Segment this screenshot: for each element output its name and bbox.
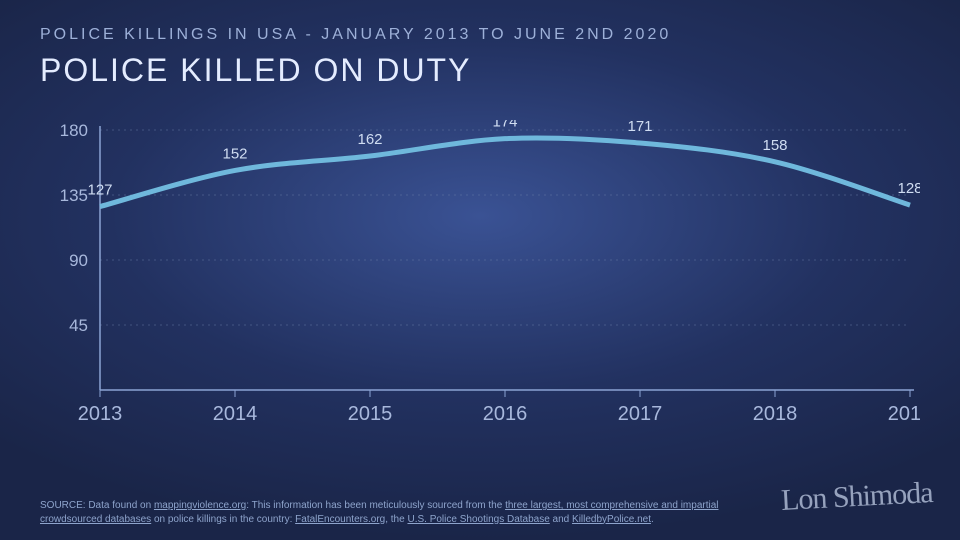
footer-text: , the xyxy=(385,514,407,525)
footer-text: and xyxy=(550,514,572,525)
svg-text:135: 135 xyxy=(60,186,88,205)
svg-text:180: 180 xyxy=(60,121,88,140)
footer-link: U.S. Police Shootings Database xyxy=(407,514,549,525)
svg-text:171: 171 xyxy=(627,120,652,135)
svg-text:45: 45 xyxy=(69,316,88,335)
author-signature: Lon Shimoda xyxy=(780,476,933,518)
footer-text: : This information has been meticulously… xyxy=(246,500,505,511)
footer-link: mappingviolence.org xyxy=(154,500,246,511)
line-chart: 45 90 135 180 2013 2014 2015 2016 2017 2018 2019 12… xyxy=(40,120,920,430)
svg-text:90: 90 xyxy=(69,251,88,270)
footer-link: KilledbyPolice.net xyxy=(572,514,651,525)
source-footer: SOURCE: Data found on mappingviolence.or… xyxy=(40,499,760,526)
svg-text:174: 174 xyxy=(492,120,517,131)
chart-header: POLICE KILLINGS IN USA - JANUARY 2013 TO… xyxy=(40,26,671,89)
svg-text:2014: 2014 xyxy=(213,403,258,425)
svg-text:162: 162 xyxy=(357,131,382,148)
chart-svg: 45 90 135 180 2013 2014 2015 2016 2017 2018 2019 12… xyxy=(40,120,920,430)
chart-title: POLICE KILLED ON DUTY xyxy=(40,52,671,89)
footer-text: SOURCE: Data found on xyxy=(40,500,154,511)
svg-text:2019: 2019 xyxy=(888,403,920,425)
svg-text:2018: 2018 xyxy=(753,403,798,425)
svg-text:2016: 2016 xyxy=(483,403,528,425)
svg-text:2015: 2015 xyxy=(348,403,393,425)
svg-text:2017: 2017 xyxy=(618,403,663,425)
svg-text:152: 152 xyxy=(222,145,247,162)
footer-link: FatalEncounters.org xyxy=(295,514,385,525)
svg-text:2013: 2013 xyxy=(78,403,123,425)
svg-text:128: 128 xyxy=(897,180,920,197)
footer-text: on police killings in the country: xyxy=(151,514,295,525)
chart-subtitle: POLICE KILLINGS IN USA - JANUARY 2013 TO… xyxy=(40,26,671,44)
footer-text: . xyxy=(651,514,654,525)
svg-text:127: 127 xyxy=(87,182,112,199)
svg-text:158: 158 xyxy=(762,137,787,154)
